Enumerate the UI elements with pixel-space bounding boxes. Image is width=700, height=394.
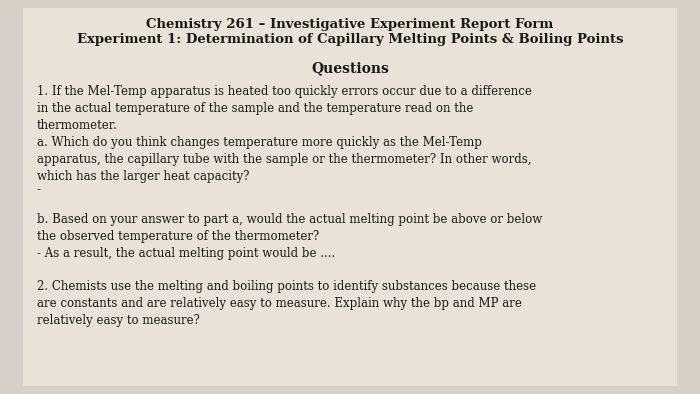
Text: 1. If the Mel-Temp apparatus is heated too quickly errors occur due to a differe: 1. If the Mel-Temp apparatus is heated t… [37,85,532,132]
Text: a. Which do you think changes temperature more quickly as the Mel-Temp
apparatus: a. Which do you think changes temperatur… [37,136,531,183]
Text: 2. Chemists use the melting and boiling points to identify substances because th: 2. Chemists use the melting and boiling … [37,280,536,327]
Text: -: - [37,183,41,196]
Text: Experiment 1: Determination of Capillary Melting Points & Boiling Points: Experiment 1: Determination of Capillary… [77,33,623,46]
FancyBboxPatch shape [23,8,677,386]
Text: b. Based on your answer to part a, would the actual melting point be above or be: b. Based on your answer to part a, would… [37,213,542,260]
Text: Chemistry 261 – Investigative Experiment Report Form: Chemistry 261 – Investigative Experiment… [146,18,554,31]
Text: Questions: Questions [311,61,389,75]
